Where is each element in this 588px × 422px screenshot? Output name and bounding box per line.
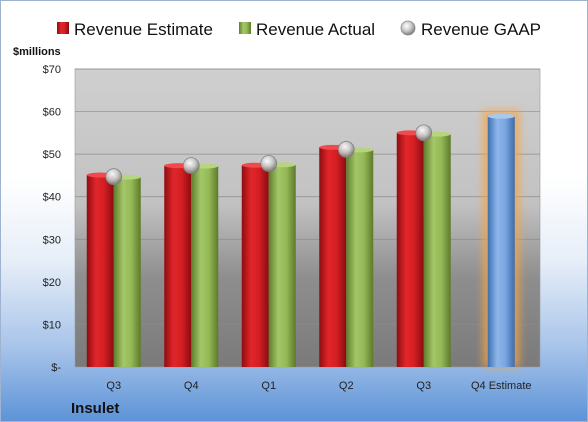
x-tick-label: Q4 Estimate xyxy=(471,380,532,392)
x-tick-label: Q2 xyxy=(339,380,354,392)
gaap-marker xyxy=(337,141,355,158)
y-tick-label: $40 xyxy=(43,192,61,204)
y-tick-label: $70 xyxy=(43,64,61,76)
bar-cap xyxy=(487,113,515,119)
bar-revenue-actual xyxy=(268,164,296,367)
gaap-marker xyxy=(415,124,433,142)
bar-revenue-actual xyxy=(191,166,219,367)
y-tick-label: $60 xyxy=(43,107,61,119)
bar-revenue-estimate xyxy=(487,116,515,367)
x-tick-label: Q4 xyxy=(184,380,199,392)
x-tick-label: Q3 xyxy=(416,380,431,392)
bar-revenue-actual xyxy=(423,134,451,367)
grid-lines xyxy=(75,68,540,325)
bar-revenue-estimate xyxy=(241,165,269,367)
y-tick-label: $50 xyxy=(43,149,61,161)
bar-revenue-actual xyxy=(346,149,374,367)
gaap-marker xyxy=(260,155,278,172)
bar-revenue-estimate xyxy=(86,175,114,367)
y-tick-label: $- xyxy=(51,362,61,374)
bars xyxy=(86,110,520,368)
x-tick-label: Q3 xyxy=(106,380,121,392)
legend-label-revenue-gaap: Revenue GAAP xyxy=(421,20,541,39)
bar-revenue-estimate xyxy=(319,147,347,367)
legend: Revenue Estimate Revenue Actual Revenue … xyxy=(57,20,541,39)
bar-revenue-estimate xyxy=(164,165,192,367)
legend-label-revenue-estimate: Revenue Estimate xyxy=(74,20,213,39)
gaap-markers xyxy=(105,124,433,186)
y-tick-label: $30 xyxy=(43,234,61,246)
plot-area xyxy=(74,68,541,368)
gaap-marker xyxy=(105,168,123,186)
company-name: Insulet xyxy=(71,400,119,417)
gaap-marker xyxy=(182,157,200,175)
y-tick-label: $10 xyxy=(43,319,61,331)
legend-swatch-revenue-actual xyxy=(239,22,251,34)
y-axis-unit-label: $millions xyxy=(13,46,61,58)
y-axis-ticks: $- $10 $20 $30 $40 $50 $60 $70 xyxy=(43,64,62,374)
bar-revenue-actual xyxy=(113,177,141,367)
legend-marker-revenue-gaap xyxy=(400,20,416,36)
x-tick-label: Q1 xyxy=(261,380,276,392)
bar-revenue-estimate xyxy=(396,132,424,367)
x-axis-ticks: Q3 Q4 Q1 Q2 Q3 Q4 Estimate xyxy=(106,380,531,392)
legend-swatch-revenue-estimate xyxy=(57,22,69,34)
legend-label-revenue-actual: Revenue Actual xyxy=(256,20,375,39)
y-tick-label: $20 xyxy=(43,277,61,289)
